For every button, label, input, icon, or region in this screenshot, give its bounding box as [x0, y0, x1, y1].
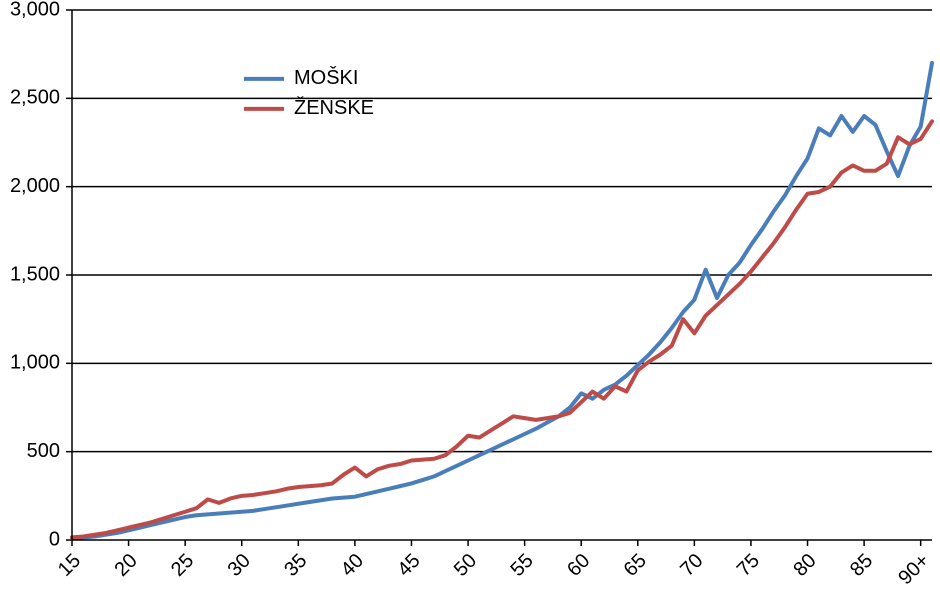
x-tick-label: 30: [224, 550, 255, 581]
x-tick-label: 55: [506, 550, 537, 581]
x-tick-label: 15: [54, 550, 85, 581]
x-tick-label: 80: [789, 550, 820, 581]
series-line-ženske: [72, 121, 932, 537]
x-tick-label: 90+: [894, 550, 934, 590]
x-tick-label: 85: [846, 550, 877, 581]
y-tick-label: 0: [49, 528, 60, 550]
legend-label: ŽENSKE: [294, 96, 374, 119]
y-tick-label: 500: [27, 440, 60, 462]
legend-label: MOŠKI: [294, 66, 358, 89]
x-tick-label: 75: [733, 550, 764, 581]
x-tick-label: 35: [280, 550, 311, 581]
x-tick-label: 70: [676, 550, 707, 581]
y-tick-label: 3,000: [10, 0, 60, 20]
line-chart: 0 500 1,000 1,500 2,000 2,500 3,000 15 20 25 30 35 4…: [0, 0, 940, 601]
x-tick-label: 40: [337, 550, 368, 581]
y-tick-label: 2,500: [10, 87, 60, 109]
chart-svg: 0 500 1,000 1,500 2,000 2,500 3,000 15 20 25 30 35 4…: [0, 0, 940, 601]
x-tick-label: 50: [450, 550, 481, 581]
x-tick-label: 65: [620, 550, 651, 581]
x-tick-label: 45: [393, 550, 424, 581]
x-tick-label: 25: [167, 550, 198, 581]
y-tick-label: 1,000: [10, 352, 60, 374]
y-tick-label: 1,500: [10, 263, 60, 285]
y-tick-label: 2,000: [10, 175, 60, 197]
series-line-moški: [72, 63, 932, 538]
x-tick-label: 20: [110, 550, 141, 581]
x-tick-label: 60: [563, 550, 594, 581]
